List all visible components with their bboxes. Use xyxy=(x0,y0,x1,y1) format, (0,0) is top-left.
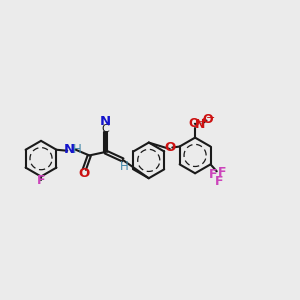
Text: F: F xyxy=(215,175,224,188)
Text: +: + xyxy=(200,117,208,127)
Text: F: F xyxy=(37,175,45,188)
Text: N: N xyxy=(64,143,75,156)
Text: O: O xyxy=(165,140,176,154)
Text: O: O xyxy=(79,167,90,180)
Text: N: N xyxy=(195,118,205,131)
Text: O: O xyxy=(188,117,199,130)
Text: −: − xyxy=(206,113,216,123)
Text: F: F xyxy=(209,168,218,181)
Text: F: F xyxy=(218,166,227,179)
Text: O: O xyxy=(202,113,213,126)
Text: H: H xyxy=(73,143,81,156)
Text: N: N xyxy=(100,115,111,128)
Text: H: H xyxy=(120,160,128,172)
Text: C: C xyxy=(101,124,109,134)
